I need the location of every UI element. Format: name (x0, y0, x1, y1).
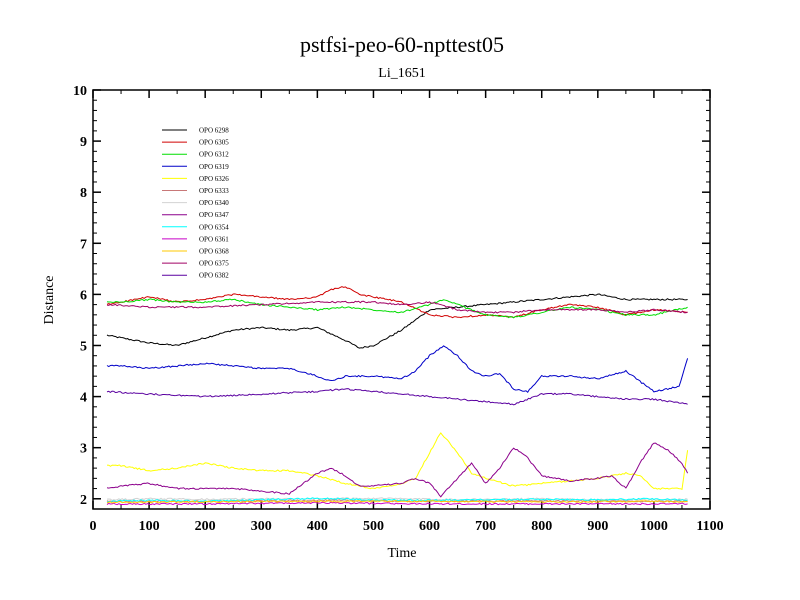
series-line-opo-6347 (106, 442, 689, 498)
y-tick-label: 5 (80, 339, 87, 354)
y-axis-label: Distance (42, 276, 57, 325)
plot-frame (92, 89, 711, 510)
x-tick-label: 900 (587, 519, 608, 534)
x-tick-label: 400 (307, 519, 328, 534)
series-line-opo-6312 (106, 298, 688, 319)
x-tick-label: 100 (139, 519, 160, 534)
legend-label: OPO 6368 (199, 248, 229, 256)
series-line-opo-6382 (106, 388, 688, 406)
legend-label: OPO 6326 (199, 175, 229, 183)
x-axis-label: Time (387, 546, 416, 561)
y-tick-label: 9 (80, 135, 87, 150)
x-tick-label: 600 (419, 519, 440, 534)
legend-label: OPO 6347 (199, 211, 229, 219)
series-line-opo-6361 (106, 501, 688, 506)
series-line-opo-6354 (106, 497, 688, 503)
legend-label: OPO 6312 (199, 151, 229, 159)
legend-label: OPO 6305 (199, 139, 229, 147)
legend-label: OPO 6340 (199, 199, 229, 207)
series-line-opo-6298 (106, 293, 688, 349)
y-tick-label: 6 (80, 288, 87, 303)
series-line-opo-6326 (106, 432, 689, 490)
x-tick-label: 800 (531, 519, 552, 534)
x-tick-label: 300 (251, 519, 272, 534)
x-tick-label: 500 (363, 519, 384, 534)
legend: OPO 6298 OPO 6305 OPO 6312 OPO 6319 OPO 6326… (162, 127, 229, 280)
legend-label: OPO 6319 (199, 163, 229, 171)
legend-label: OPO 6375 (199, 260, 229, 268)
series-line-opo-6319 (106, 345, 689, 393)
x-tick-label: 200 (195, 519, 216, 534)
y-tick-label: 8 (80, 186, 87, 201)
x-tick-label: 0 (90, 519, 97, 534)
series-line-opo-6375 (106, 300, 688, 314)
y-tick-label: 7 (80, 237, 87, 252)
x-tick-label: 700 (475, 519, 496, 534)
chart-title: pstfsi-peo-60-npttest05 (300, 32, 504, 57)
y-tick-label: 10 (73, 84, 87, 99)
legend-label: OPO 6361 (199, 235, 229, 243)
chart-subtitle: Li_1651 (378, 66, 425, 81)
x-tick-label: 1100 (696, 519, 723, 534)
legend-label: OPO 6382 (199, 272, 229, 280)
legend-label: OPO 6298 (199, 127, 229, 135)
series-lines (106, 286, 689, 506)
y-tick-label: 4 (80, 391, 87, 406)
axis-ticks: 0 100 200 300 400 500 600 700 800 900 1000 1100 2 3 4 5… (73, 84, 724, 534)
series-line-opo-6305 (106, 286, 688, 319)
x-tick-label: 1000 (640, 519, 668, 534)
legend-label: OPO 6333 (199, 187, 229, 195)
legend-label: OPO 6354 (199, 223, 229, 231)
y-tick-label: 3 (80, 442, 87, 457)
y-tick-label: 2 (80, 493, 87, 508)
series-line-opo-6368 (106, 500, 688, 504)
series-line-opo-6340 (106, 497, 688, 502)
